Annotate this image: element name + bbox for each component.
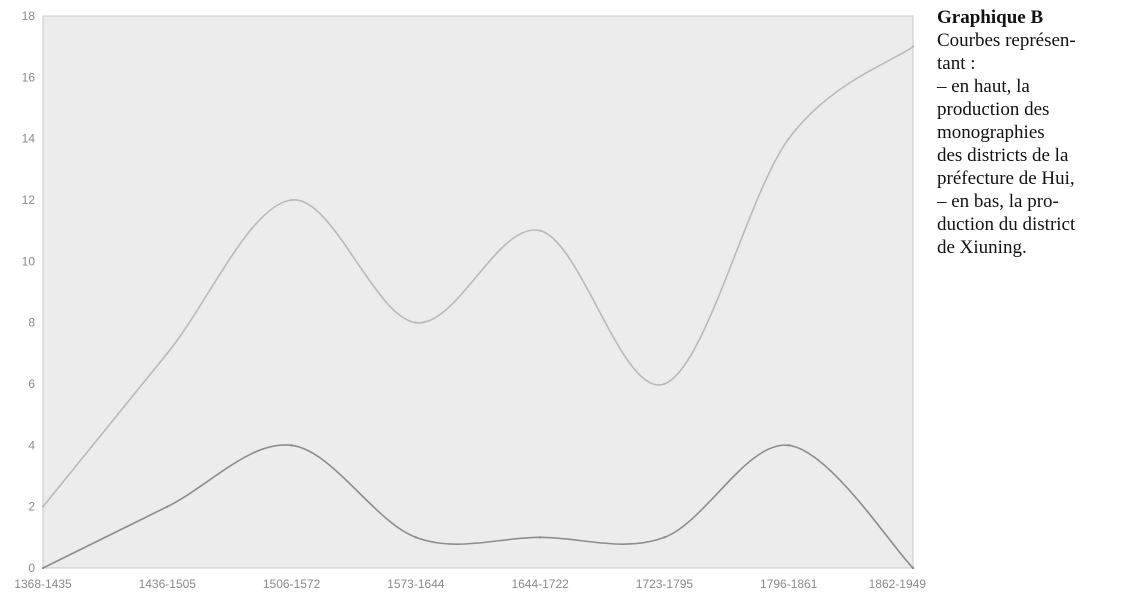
line-chart: 0 2 4 6 8 10 12 14 16 18 1368-1435 1436-1505 1506-15… <box>14 9 927 591</box>
caption-line: production des <box>937 99 1050 120</box>
data-point <box>787 137 790 140</box>
data-point <box>290 198 293 202</box>
caption-title: Graphique B <box>937 7 1044 28</box>
data-point <box>41 505 45 508</box>
x-tick-label: 1573-1644 <box>387 577 445 591</box>
data-point <box>41 566 45 570</box>
y-tick-label: 4 <box>28 438 35 452</box>
y-tick-label: 0 <box>28 561 35 575</box>
series-line-bottom <box>42 444 914 569</box>
caption-line: – en bas, la pro- <box>937 191 1059 212</box>
data-point <box>166 505 169 508</box>
x-tick-label: 1644-1722 <box>511 577 569 591</box>
caption-line: – en haut, la <box>937 76 1030 97</box>
plot-area <box>42 15 914 569</box>
data-point <box>414 321 418 324</box>
caption-line: duction du district <box>937 214 1076 235</box>
data-point <box>166 352 169 355</box>
data-point <box>538 536 542 539</box>
caption-line: tant : <box>937 53 976 74</box>
caption-line: Courbes représen- <box>937 30 1076 51</box>
x-tick-label: 1723-1795 <box>636 577 694 591</box>
data-point <box>911 45 915 48</box>
x-tick-label: 1862-1949 <box>869 577 927 591</box>
data-point <box>290 444 293 447</box>
caption-line: de Xiuning. <box>937 237 1027 258</box>
chart-caption: Graphique B Courbes représen- tant : – e… <box>937 6 1141 259</box>
data-point <box>414 536 418 539</box>
x-tick-label: 1368-1435 <box>14 577 72 591</box>
caption-line: des districts de la <box>937 145 1069 166</box>
y-tick-label: 12 <box>22 193 36 207</box>
caption-line: préfecture de Hui, <box>937 168 1075 189</box>
series-line-top <box>42 46 914 508</box>
y-tick-label: 10 <box>22 254 36 268</box>
caption-line: monographies <box>937 122 1045 143</box>
y-tick-label: 14 <box>22 132 36 146</box>
data-point <box>663 536 666 539</box>
y-tick-label: 18 <box>22 9 36 23</box>
x-tick-label: 1796-1861 <box>760 577 818 591</box>
y-tick-label: 6 <box>28 377 35 391</box>
x-tick-label: 1436-1505 <box>139 577 197 591</box>
y-tick-label: 16 <box>22 70 36 84</box>
y-tick-label: 8 <box>28 316 35 330</box>
x-tick-label: 1506-1572 <box>263 577 321 591</box>
data-point <box>538 229 542 232</box>
data-point <box>787 444 790 447</box>
data-point <box>911 566 915 570</box>
data-point <box>663 382 666 386</box>
y-tick-label: 2 <box>28 500 35 514</box>
